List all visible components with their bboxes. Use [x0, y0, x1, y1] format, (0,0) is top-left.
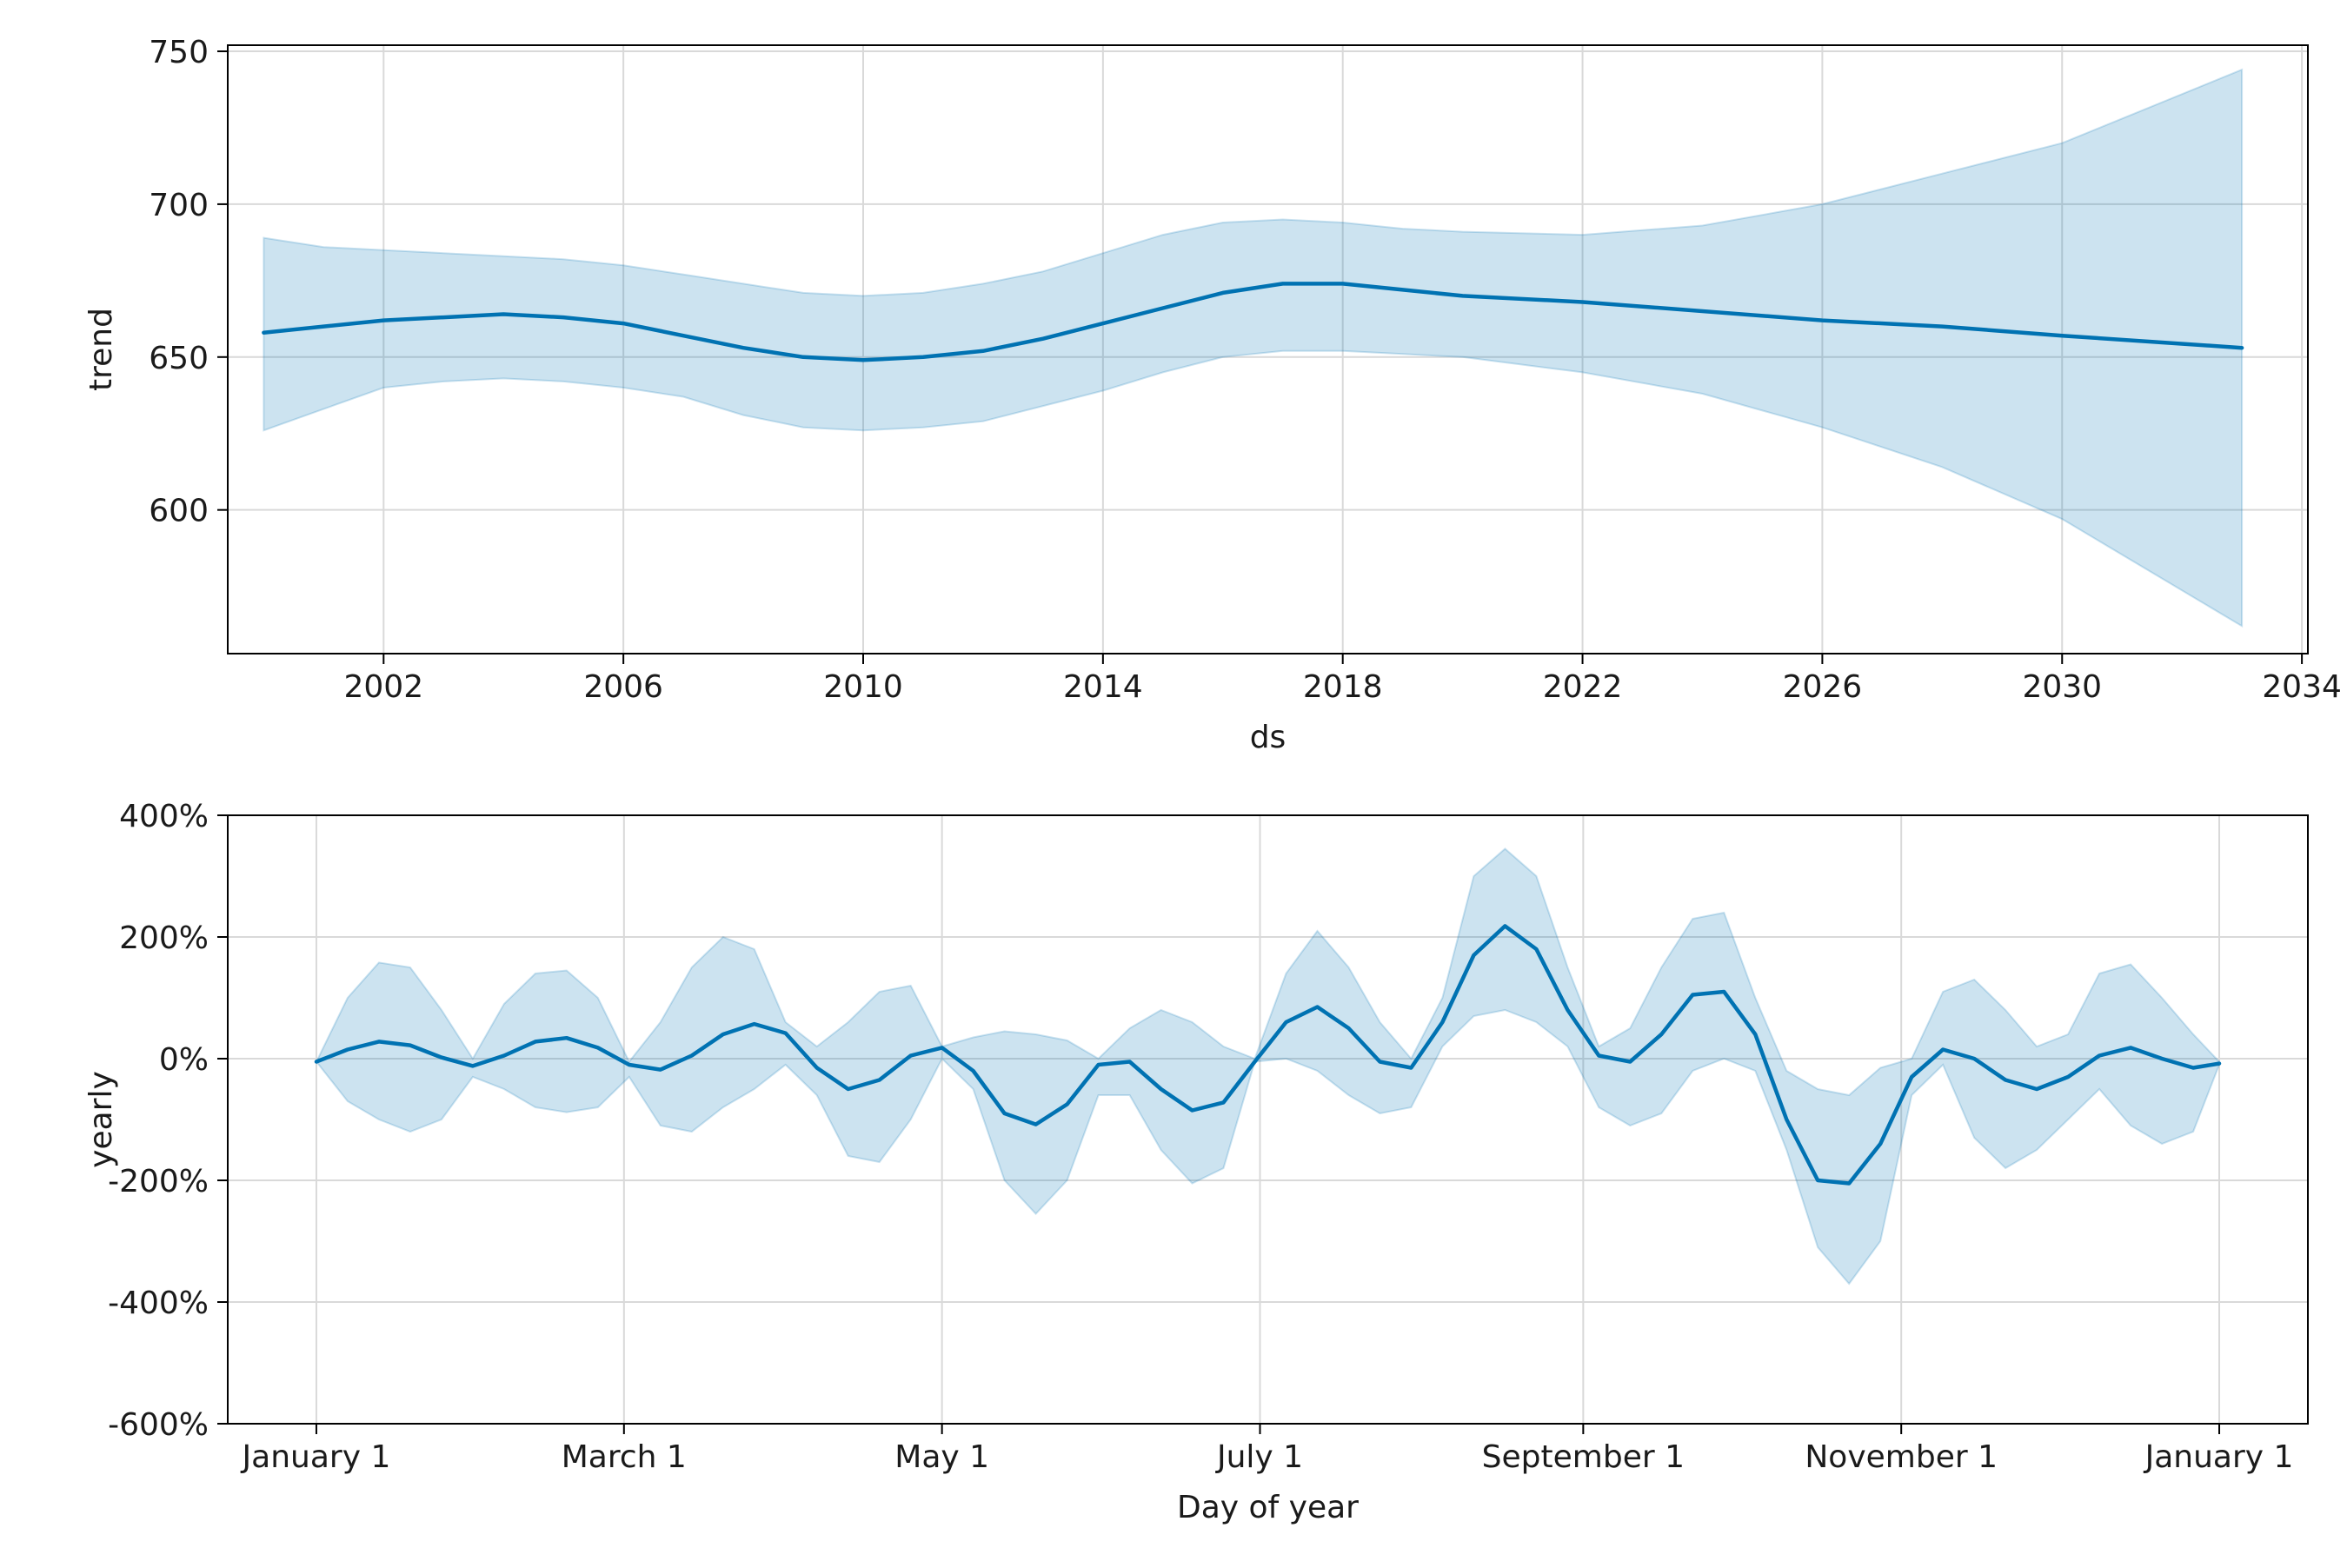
- trend-x-tick-label: 2026: [1783, 669, 1863, 705]
- trend-axes-frame: [227, 44, 2309, 654]
- yearly-series-line: [314, 924, 2222, 1186]
- trend-x-tick-label: 2014: [1063, 669, 1143, 705]
- yearly-y-tick-label: 400%: [119, 799, 209, 834]
- yearly-y-tick-label: -400%: [108, 1286, 209, 1321]
- yearly-x-axis-label: Day of year: [1177, 1490, 1359, 1525]
- trend-y-tick-label: 600: [149, 494, 209, 529]
- trend-x-tick-label: 2018: [1303, 669, 1383, 705]
- yearly-y-tick-label: -600%: [108, 1407, 209, 1443]
- yearly-y-tick-label: -200%: [108, 1164, 209, 1199]
- yearly-x-tick-label: July 1: [1215, 1439, 1303, 1475]
- trend-x-tick-label: 2030: [2022, 669, 2102, 705]
- yearly-x-tick-label: May 1: [894, 1439, 989, 1475]
- trend-y-tick-label: 700: [149, 188, 209, 223]
- trend-series-line: [262, 282, 2244, 362]
- yearly-x-tick-label: January 1: [2144, 1439, 2294, 1475]
- trend-y-tick-label: 650: [149, 341, 209, 376]
- yearly-x-tick-label: March 1: [562, 1439, 687, 1475]
- yearly-panel: January 1 March 1 May 1 July 1 September 1 No…: [83, 799, 2309, 1525]
- yearly-y-tick-label: 200%: [119, 920, 209, 956]
- yearly-x-tick-label: January 1: [241, 1439, 391, 1475]
- trend-y-axis-label: trend: [83, 308, 119, 391]
- trend-x-tick-label: 2022: [1543, 669, 1623, 705]
- trend-x-tick-label: 2034: [2262, 669, 2342, 705]
- yearly-uncertainty-band: [315, 847, 2220, 1286]
- trend-plot-area: [262, 68, 2244, 628]
- trend-y-tick-label: 750: [149, 35, 209, 70]
- trend-x-tick-label: 2010: [823, 669, 903, 705]
- trend-x-axis-label: ds: [1250, 720, 1287, 755]
- trend-x-tick-label: 2006: [583, 669, 663, 705]
- yearly-x-tick-label: September 1: [1482, 1439, 1685, 1475]
- yearly-x-tick-label: November 1: [1805, 1439, 1998, 1475]
- yearly-axes-frame: [227, 814, 2309, 1425]
- trend-panel: 2002 2006 2010 2014 2018 2022 2026 2030 2034 600 6…: [83, 35, 2342, 755]
- trend-x-tick-label: 2002: [343, 669, 423, 705]
- trend-uncertainty-band: [263, 68, 2244, 628]
- yearly-y-tick-label: 0%: [159, 1042, 209, 1078]
- yearly-plot-area: [314, 847, 2222, 1286]
- yearly-y-axis-label: yearly: [83, 1071, 119, 1168]
